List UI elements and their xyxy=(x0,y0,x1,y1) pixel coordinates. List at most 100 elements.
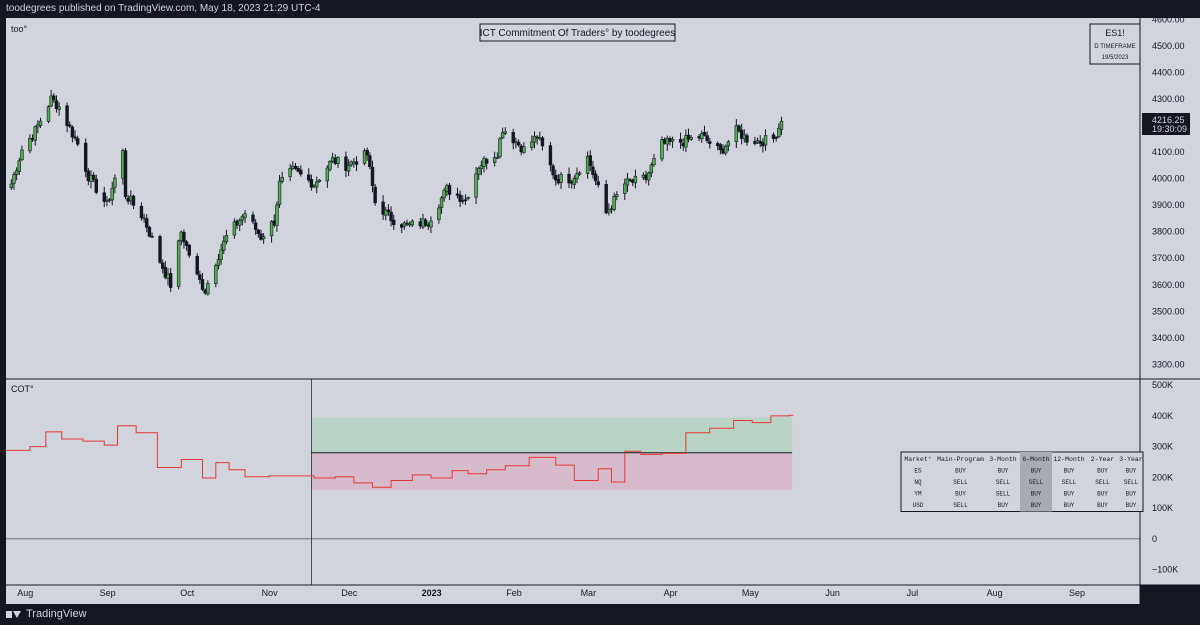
bullish-candle xyxy=(222,240,226,251)
table-cell: SELL xyxy=(996,491,1011,498)
bearish-candle xyxy=(604,184,608,214)
cot-tick-label: 400K xyxy=(1152,411,1173,421)
time-tick-label: Dec xyxy=(341,588,358,598)
bullish-candle xyxy=(466,197,470,199)
cot-tick-label: −100K xyxy=(1152,565,1178,575)
price-tick-label: 4300.00 xyxy=(1152,94,1185,104)
bearish-candle xyxy=(511,132,515,144)
bullish-candle xyxy=(660,139,664,160)
bullish-candle xyxy=(280,177,284,182)
time-tick-label: Sep xyxy=(1069,588,1085,598)
bullish-candle xyxy=(633,175,638,184)
bullish-candle xyxy=(275,204,279,226)
price-tick-label: 3600.00 xyxy=(1152,280,1185,290)
table-cell: SELL xyxy=(1062,479,1077,486)
bearish-candle xyxy=(708,141,712,144)
table-cell: SELL xyxy=(1095,479,1110,486)
bearish-candle xyxy=(83,142,88,172)
table-header-cell: 3-Year xyxy=(1119,456,1143,463)
bearish-candle xyxy=(718,144,723,150)
bearish-candle xyxy=(253,222,258,230)
time-tick-label: May xyxy=(742,588,760,598)
time-tick-label: Jun xyxy=(825,588,840,598)
bearish-candle xyxy=(737,125,741,132)
bearish-candle xyxy=(423,219,428,226)
bullish-candle xyxy=(362,150,367,164)
bearish-candle xyxy=(447,184,452,195)
bearish-candle xyxy=(702,132,707,136)
bullish-candle xyxy=(269,221,274,237)
bearish-candle xyxy=(309,179,314,188)
time-tick-label: 2023 xyxy=(422,588,442,598)
bullish-candle xyxy=(532,135,537,143)
table-cell: BUY xyxy=(1031,468,1042,475)
last-price-badge: 4216.25 19:30:09 xyxy=(1142,113,1190,135)
bearish-candle xyxy=(168,273,173,288)
bullish-candle xyxy=(429,220,433,228)
bearish-candle xyxy=(91,174,96,180)
bearish-candle xyxy=(200,279,205,290)
bullish-candle xyxy=(176,240,181,287)
bullish-candle xyxy=(530,141,534,148)
bearish-candle xyxy=(102,192,106,202)
bullish-candle xyxy=(240,216,245,221)
bearish-candle xyxy=(73,136,77,139)
bearish-candle xyxy=(516,141,521,146)
bearish-candle xyxy=(678,139,683,143)
table-header-cell: 3-Month xyxy=(989,456,1016,463)
axes: 3300.00 3400.00 3500.00 3600.00 3700.00 3800.… xyxy=(17,14,1184,598)
table-cell: BUY xyxy=(1097,491,1108,498)
bullish-candle xyxy=(288,168,292,177)
bearish-candle xyxy=(70,126,75,138)
table-cell: BUY xyxy=(1064,491,1075,498)
table-highlight-column xyxy=(1020,452,1052,512)
cot-tick-label: 500K xyxy=(1152,380,1173,390)
bearish-candle xyxy=(54,100,59,110)
bearish-candle xyxy=(370,166,375,186)
bullish-candle xyxy=(500,132,505,139)
bullish-candle xyxy=(763,135,768,146)
price-tick-label: 3400.00 xyxy=(1152,333,1185,343)
table-cell: YM xyxy=(914,491,922,498)
bearish-candle xyxy=(94,178,98,193)
bullish-candle xyxy=(238,220,242,226)
bullish-candle xyxy=(492,157,497,163)
cot-tick-label: 0 xyxy=(1152,534,1157,544)
bearish-zone xyxy=(311,452,793,490)
bullish-candle xyxy=(49,95,53,107)
table-header-cell: Main-Program xyxy=(937,456,984,463)
bullish-candle xyxy=(328,161,332,170)
price-tick-label: 3800.00 xyxy=(1152,227,1185,237)
bullish-candle xyxy=(206,283,210,295)
table-cell: SELL xyxy=(953,502,968,509)
cot-tick-label: 200K xyxy=(1152,472,1173,482)
bearish-candle xyxy=(554,174,558,181)
bullish-candle xyxy=(317,179,322,182)
bearish-candle xyxy=(745,135,749,143)
indicator-title-frame xyxy=(479,23,676,42)
bearish-candle xyxy=(739,129,744,139)
price-tick-label: 4000.00 xyxy=(1152,174,1185,184)
table-cell: BUY xyxy=(1097,468,1108,475)
tradingview-logo-icon xyxy=(6,610,22,619)
bullish-candle xyxy=(277,180,282,205)
table-cell: BUY xyxy=(955,468,966,475)
bullish-candle xyxy=(9,183,14,188)
chart-canvas[interactable]: 3300.00 3400.00 3500.00 3600.00 3700.00 3800.… xyxy=(0,0,1200,604)
cot-net-position-line xyxy=(6,414,794,488)
bearish-candle xyxy=(187,244,191,256)
price-tick-label: 3900.00 xyxy=(1152,200,1185,210)
bullish-candle xyxy=(14,170,19,175)
bullish-candle xyxy=(684,135,688,148)
bullish-candle xyxy=(315,181,319,188)
table-cell: BUY xyxy=(1126,491,1137,498)
table-cell: BUY xyxy=(998,502,1009,509)
bullish-candle xyxy=(734,125,739,143)
publish-bar: toodegrees published on TradingView.com,… xyxy=(0,0,1200,18)
tradingview-brand[interactable]: TradingView xyxy=(6,604,87,625)
bearish-candle xyxy=(591,166,595,175)
price-axis-background xyxy=(1140,18,1200,585)
last-price-label: 4216.25 xyxy=(1152,115,1185,125)
bearish-candle xyxy=(365,150,369,156)
bullish-candle xyxy=(113,177,117,188)
